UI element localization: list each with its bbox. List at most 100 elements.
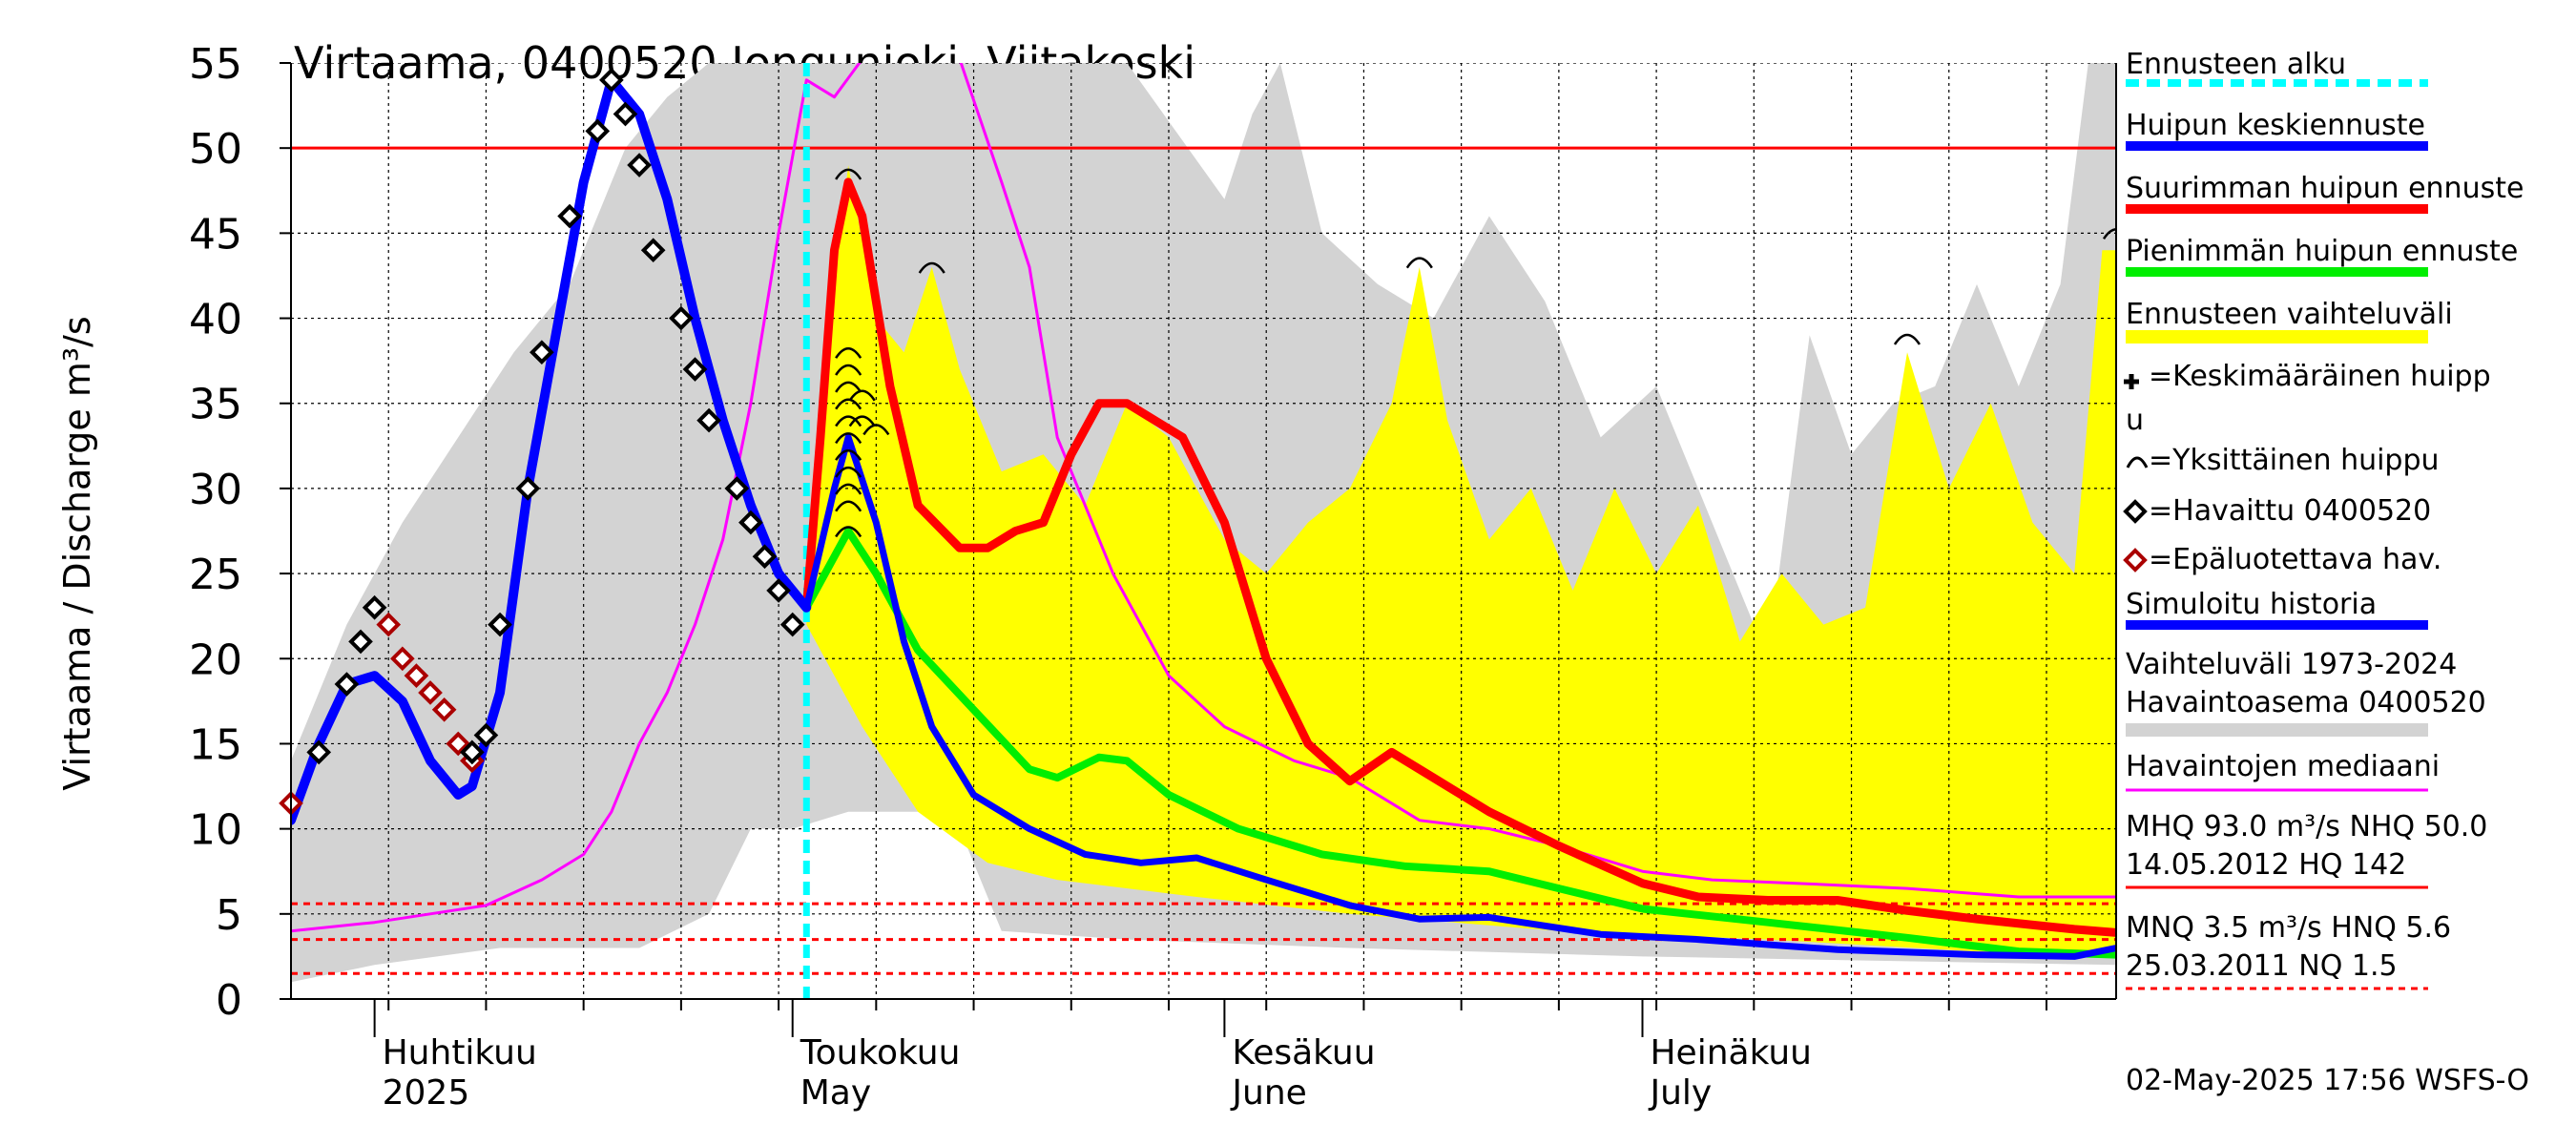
x-month-sublabel: June <box>1230 1073 1306 1113</box>
single-peak-marker <box>835 346 862 359</box>
forecast-range-band <box>806 165 2116 957</box>
single-peak-marker <box>835 526 862 538</box>
unreliable-observation-marker <box>418 680 443 705</box>
legend-swatch-history-range <box>2126 723 2428 737</box>
observed-marker <box>488 612 512 637</box>
plot-layers <box>291 63 2116 999</box>
legend-mnq: MNQ 3.5 m³/s HNQ 5.6 <box>2126 911 2451 945</box>
plot-area <box>279 63 2117 1000</box>
legend-mhq-date: 14.05.2012 HQ 142 <box>2126 848 2406 882</box>
y-tick-label: 5 <box>216 891 242 940</box>
y-tick-label: 50 <box>189 125 242 174</box>
single-peak-marker <box>1893 333 1921 345</box>
legend-max-peak: Suurimman huipun ennuste <box>2126 172 2524 205</box>
legend-forecast-start: Ennusteen alku <box>2126 48 2346 81</box>
single-peak-marker <box>848 389 876 402</box>
mean-peak-forecast-line <box>802 433 2116 960</box>
observed-marker <box>585 118 611 144</box>
legend-mnq-date: 25.03.2011 NQ 1.5 <box>2126 949 2398 983</box>
y-tick-label: 45 <box>189 210 242 259</box>
observed-marker <box>627 153 652 177</box>
single-peak-marker <box>835 500 862 512</box>
unreliable-observation-marker <box>431 697 457 722</box>
observed-marker <box>473 722 499 748</box>
y-tick-label: 10 <box>189 806 242 855</box>
y-tick-label: 25 <box>189 551 242 599</box>
observed-marker <box>724 476 750 501</box>
x-month-label: Heinäkuu <box>1650 1033 1811 1072</box>
legend-simulated: Simuloitu historia <box>2126 588 2377 621</box>
legend-avg-peak: =Keskimääräinen huipp <box>2149 360 2491 393</box>
single-peak-marker <box>848 415 876 427</box>
legend-swatch-avg-peak <box>2124 374 2139 389</box>
footer-timestamp: 02-May-2025 17:56 WSFS-O <box>2126 1064 2529 1097</box>
observed-marker <box>515 476 541 501</box>
legend-median: Havaintojen mediaani <box>2126 750 2440 783</box>
single-peak-marker <box>835 415 862 427</box>
observed-marker <box>779 612 805 637</box>
legend-range-station: Havaintoasema 0400520 <box>2126 686 2486 719</box>
observed-marker <box>460 739 485 765</box>
observed-marker <box>362 594 387 620</box>
y-tick-label: 40 <box>189 296 242 344</box>
single-peak-marker <box>835 381 862 393</box>
observed-marker <box>752 544 778 570</box>
x-month-label: Kesäkuu <box>1232 1033 1375 1072</box>
y-tick-label: 30 <box>189 466 242 514</box>
single-peak-marker <box>862 424 890 436</box>
single-peak-marker <box>835 398 862 410</box>
legend-min-peak: Pienimmän huipun ennuste <box>2126 235 2518 268</box>
unreliable-observation-marker <box>404 663 429 688</box>
legend-unreliable: =Epäluotettava hav. <box>2149 543 2441 576</box>
unreliable-observation-marker <box>389 646 415 672</box>
single-peak-marker <box>918 261 945 274</box>
legend-forecast-range: Ennusteen vaihteluväli <box>2126 298 2453 331</box>
observed-marker <box>682 357 708 382</box>
y-axis-label: Virtaama / Discharge m³/s <box>56 316 98 790</box>
legend-swatch-forecast-range <box>2126 330 2428 344</box>
y-tick-label: 55 <box>189 40 242 89</box>
observed-marker <box>306 739 332 765</box>
observed-marker <box>348 629 373 655</box>
x-month-sublabel: May <box>800 1073 871 1113</box>
unreliable-observation-marker <box>376 612 402 637</box>
legend: Ennusteen alku Huipun keskiennuste Suuri… <box>2123 48 2524 990</box>
legend-mhq: MHQ 93.0 m³/s NHQ 50.0 <box>2126 810 2487 843</box>
y-tick-label: 20 <box>189 635 242 684</box>
unreliable-observation-marker <box>446 731 471 757</box>
observed-marker <box>613 101 638 127</box>
single-peak-marker <box>2102 228 2116 240</box>
observed-marker <box>334 672 360 697</box>
observed-marker <box>766 578 791 603</box>
single-peak-marker <box>835 168 862 180</box>
single-peak-marker <box>835 483 862 495</box>
x-month-label: Huhtikuu <box>383 1033 537 1072</box>
single-peak-marker <box>835 449 862 461</box>
x-month-label: Toukokuu <box>800 1033 961 1072</box>
observed-marker <box>738 510 763 535</box>
observed-marker <box>669 305 694 331</box>
min-peak-forecast-line <box>802 527 2116 959</box>
legend-swatch-observed <box>2123 499 2148 524</box>
legend-swatch-unreliable <box>2123 548 2148 572</box>
legend-avg-peak-cont: u <box>2126 404 2144 437</box>
observed-marker <box>530 340 554 365</box>
legend-single-peak: =Yksittäinen huippu <box>2149 444 2440 477</box>
x-month-sublabel: July <box>1648 1073 1712 1113</box>
legend-observed: =Havaittu 0400520 <box>2149 494 2431 528</box>
simulated-history-line <box>291 74 812 825</box>
axis-ticks: 0510152025303540455055Huhtikuu2025Toukok… <box>189 40 2047 1113</box>
max-peak-forecast-line <box>801 177 2116 937</box>
observed-marker <box>557 203 582 229</box>
single-peak-marker <box>835 364 862 376</box>
legend-range-period: Vaihteluväli 1973-2024 <box>2126 648 2457 681</box>
x-month-sublabel: 2025 <box>383 1073 470 1113</box>
y-tick-label: 15 <box>189 720 242 769</box>
observed-marker <box>599 68 624 93</box>
single-peak-marker <box>1405 257 1433 269</box>
legend-swatch-single-peak <box>2126 456 2149 468</box>
observed-marker <box>640 238 666 263</box>
y-tick-label: 0 <box>216 976 242 1025</box>
legend-mean-peak: Huipun keskiennuste <box>2126 109 2425 142</box>
